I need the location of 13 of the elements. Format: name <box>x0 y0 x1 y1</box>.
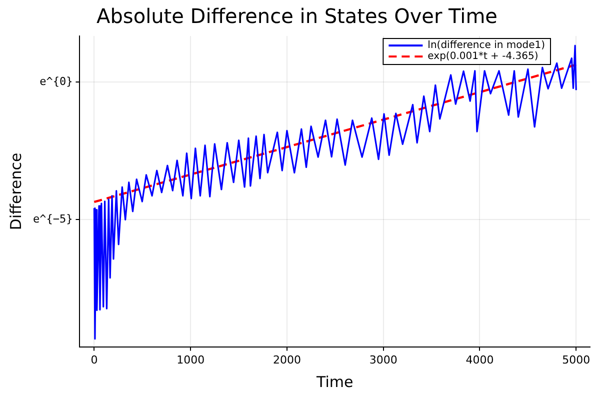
legend-label: exp(0.001*t + -4.365) <box>428 51 538 62</box>
x-tick-label: 5000 <box>562 353 590 366</box>
x-tick-label: 3000 <box>369 353 398 366</box>
y-tick-label: e^{0} <box>40 74 73 88</box>
legend-label: ln(difference in mode1) <box>428 40 546 52</box>
x-tick-label: 0 <box>90 353 98 366</box>
y-axis-title: Difference <box>6 152 25 230</box>
x-tick-label: 2000 <box>272 353 301 366</box>
x-axis-title: Time <box>316 372 354 391</box>
x-tick-label: 1000 <box>176 353 205 366</box>
y-tick-label: e^{−5} <box>32 212 73 226</box>
chart-title: Absolute Difference in States Over Time <box>96 4 498 28</box>
x-tick-label: 4000 <box>466 353 494 366</box>
